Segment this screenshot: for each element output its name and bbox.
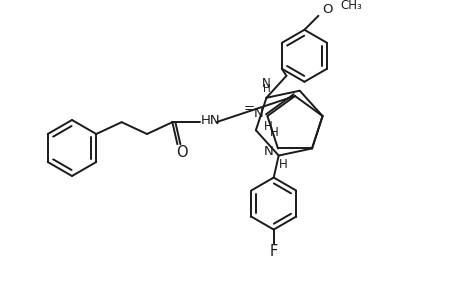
Text: H: H (279, 158, 287, 171)
Text: H: H (263, 120, 272, 133)
Text: HN: HN (200, 114, 220, 127)
Text: O: O (321, 3, 332, 16)
Text: N: N (262, 77, 270, 90)
Text: O: O (176, 145, 188, 160)
Text: N: N (263, 145, 273, 158)
Text: CH₃: CH₃ (340, 0, 361, 12)
Text: N: N (253, 106, 263, 119)
Text: H: H (269, 126, 278, 139)
Text: =: = (243, 101, 254, 115)
Text: F: F (269, 244, 277, 259)
Text: H: H (262, 84, 270, 94)
